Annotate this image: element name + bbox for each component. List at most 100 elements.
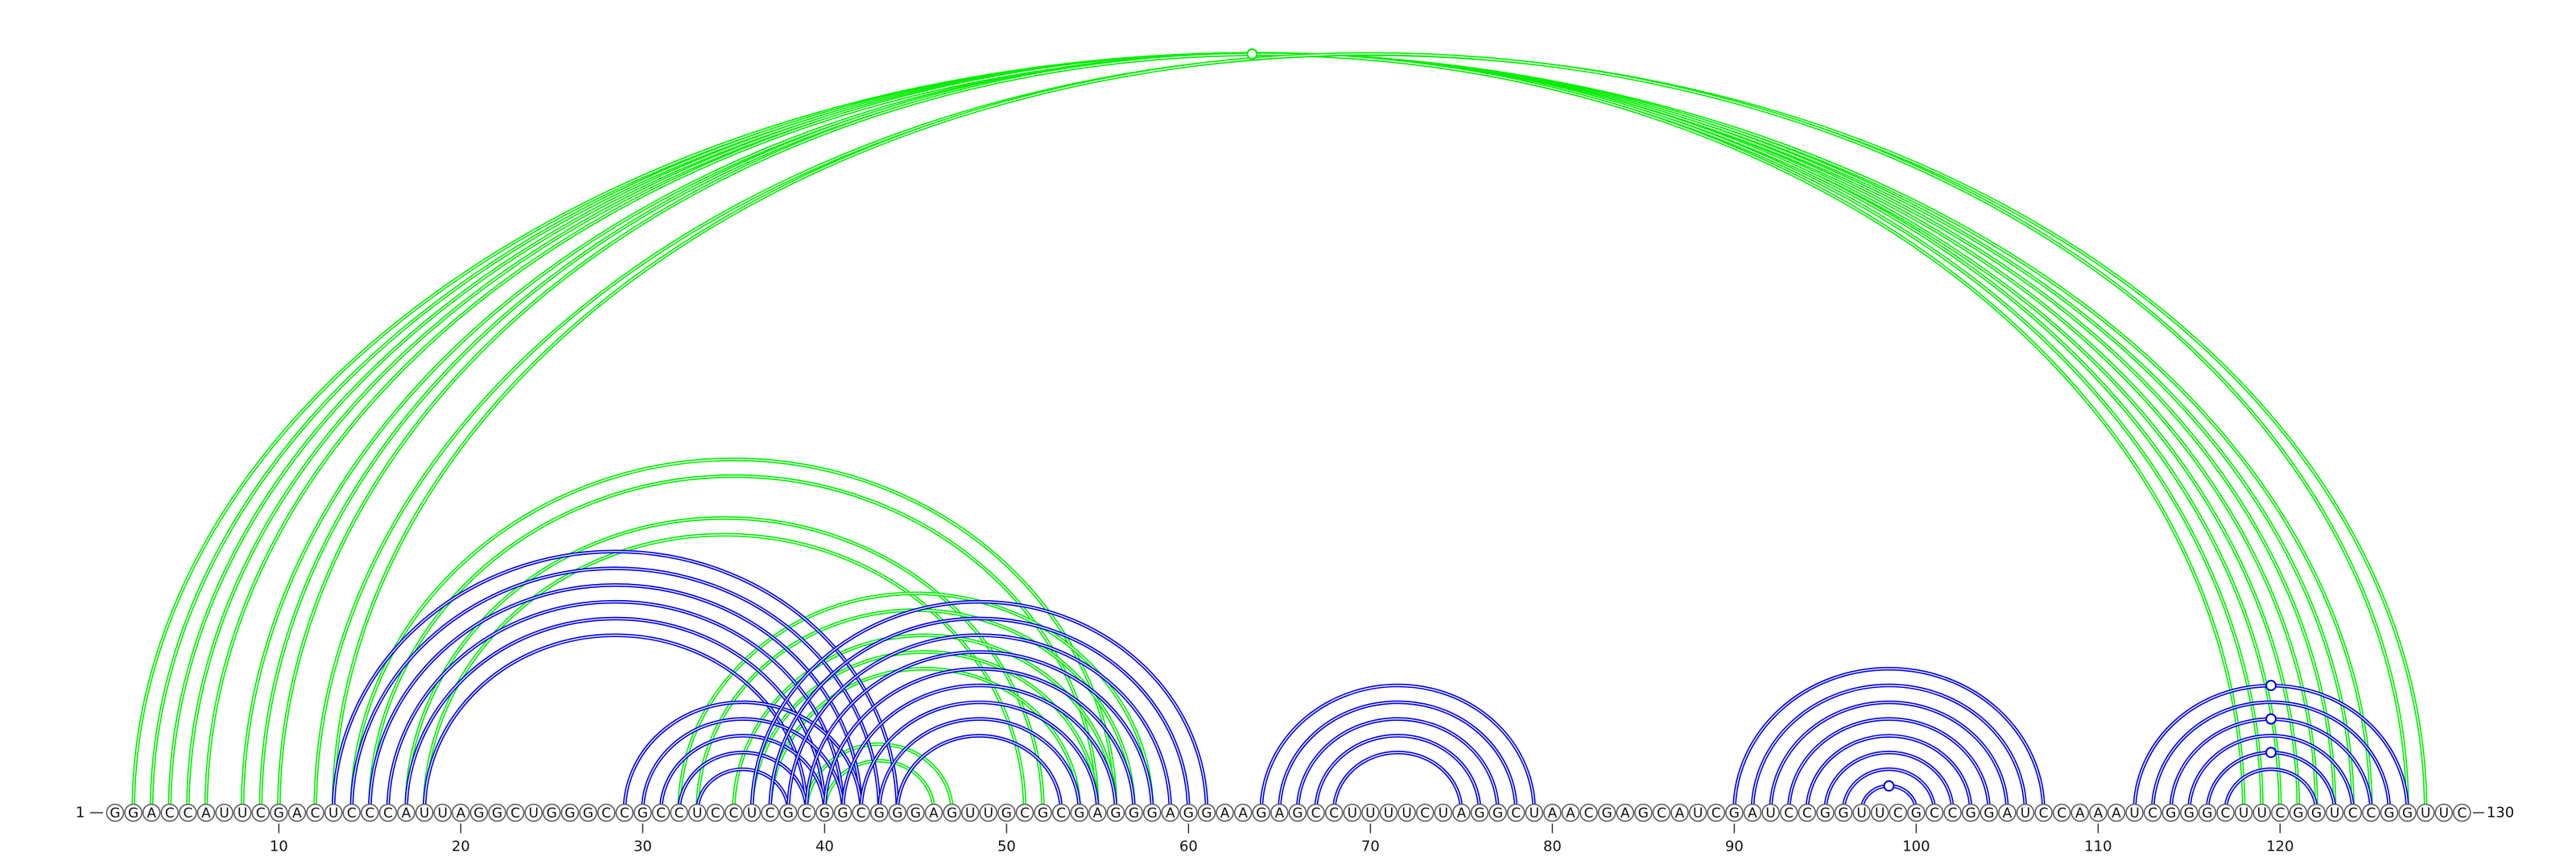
nucleotide-letter: U [2439,805,2449,822]
nucleotide-letter: U [692,805,702,822]
nucleotide-circle [869,803,889,822]
blue-base-pair-arc [1331,750,1463,812]
nucleotide-letter: U [219,805,229,822]
arc-inner-gap [2170,718,2372,812]
nucleotide: G [1106,803,1125,822]
arc-inner-gap [860,702,1099,812]
nucleotide-letter: G [2384,805,2394,822]
nucleotide: C [378,803,398,822]
blue-arc-marker [2265,713,2277,725]
nucleotide: G [124,803,142,822]
arc-inner-gap [1806,735,1971,812]
nucleotide-letter: G [2311,805,2322,822]
nucleotide-letter: C [165,805,175,822]
nucleotide: G [888,803,907,822]
backbone: 1 130 [76,805,2514,822]
nucleotide-letter: U [1693,805,1703,822]
nucleotide-circle [378,803,398,822]
nucleotide-circle [105,803,125,822]
position-tick-label: 10 [270,838,288,855]
nucleotide-circle [142,803,161,822]
nucleotide-letter: C [1020,805,1030,822]
nucleotide-circle [1179,803,1198,822]
nucleotide-circle [452,803,470,822]
nucleotide: C [160,803,180,822]
nucleotide-letter: G [109,805,120,822]
nucleotide: A [1561,803,1580,822]
arc-inner-gap [842,685,1117,812]
nucleotide-letter: G [1183,805,1194,822]
nucleotide-circle [2125,803,2144,822]
nucleotide: C [597,803,616,822]
nucleotide-letter: U [529,805,539,822]
nucleotide-letter: G [947,805,957,822]
nucleotide-letter: G [1984,805,1994,822]
nucleotide-circle [306,803,324,822]
nucleotide-letter: A [402,805,411,822]
nucleotide: G [1288,803,1307,822]
nucleotide: A [452,803,470,822]
nucleotide: C [797,803,816,822]
nucleotide-circle [2289,803,2308,822]
nucleotide: G [869,803,889,822]
arc-inner-gap [1843,768,1935,812]
nucleotide-circle [1088,803,1107,822]
arc-inner-gap [824,668,1135,812]
nucleotide-circle [1070,803,1089,822]
nucleotide: A [1543,803,1562,822]
arc-inner-gap [242,53,2281,812]
position-axis: 10 20 30 40 50 60 70 80 90 100 110 120 [270,823,2294,855]
nucleotide-letter: C [711,805,720,822]
nucleotide-letter: U [328,805,338,822]
nucleotide: C [1925,803,1944,822]
nucleotide-letter: A [456,805,466,822]
nucleotide-circle [1197,803,1216,822]
nucleotide-letter: A [147,805,156,822]
nucleotide-circle [1597,803,1616,822]
nucleotide: U [415,803,434,822]
nucleotide: C [651,803,671,822]
nucleotide: G [778,803,798,822]
nucleotide: A [1452,803,1471,822]
nucleotide: C [1779,803,1798,822]
position-tick-label: 30 [634,838,652,855]
nucleotide-letter: C [365,805,374,822]
nucleotide: A [1270,803,1289,822]
green-base-pair-arc [167,52,2337,812]
nucleotide: A [2089,803,2107,822]
arc-inner-gap [169,53,2335,812]
nucleotide-letter: C [2457,805,2467,822]
nucleotide: U [215,803,233,822]
nucleotide: U [1434,803,1453,822]
nucleotide-circle [2416,803,2435,822]
arc-inner-gap [751,651,1099,812]
nucleotide: G [1470,803,1489,822]
arc-inner-gap [369,584,862,812]
nucleotide: U [2434,803,2454,822]
nucleotide-letter: U [2021,805,2030,822]
nucleotide: U [2325,803,2344,822]
nucleotide: G [815,803,834,822]
nucleotide-circle [960,803,980,822]
nucleotide: G [579,803,597,822]
nucleotide: A [142,803,161,822]
nucleotide-circle [1106,803,1125,822]
nucleotide-circle [2070,803,2090,822]
nucleotide-circle [2161,803,2181,822]
nucleotide-circle [943,803,961,822]
nucleotide: G [2180,803,2198,822]
nucleotide-circle [2107,803,2126,822]
nucleotide: G [2198,803,2217,822]
nucleotide: C [1798,803,1817,822]
nucleotide-circle [1307,803,1325,822]
nucleotide-circle [687,803,707,822]
nucleotide-circle [1870,803,1889,822]
arc-inner-gap [405,517,1044,812]
nucleotide-letter: G [2165,805,2176,822]
nucleotide-letter: C [256,805,266,822]
blue-base-pair-arc [1295,717,1500,812]
nucleotide-circle [2362,803,2380,822]
nucleotide-letter: U [747,805,757,822]
nucleotide-circle [1397,803,1416,822]
nucleotide-circle [797,803,816,822]
